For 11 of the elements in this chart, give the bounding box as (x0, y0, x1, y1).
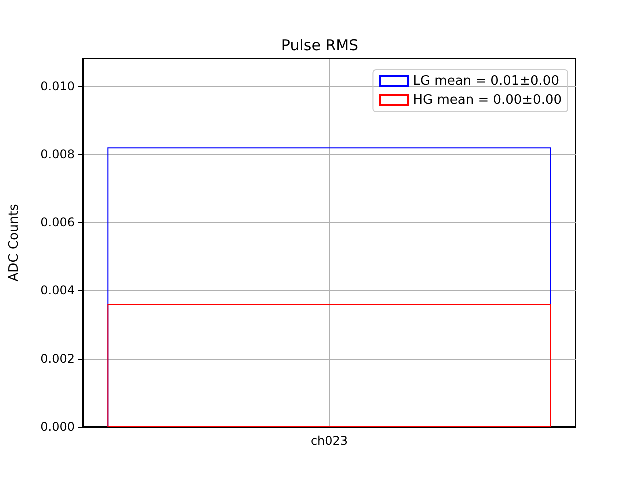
y-tick-label: 0.008 (40, 147, 75, 162)
legend-label: HG mean = 0.00±0.00 (413, 93, 562, 108)
y-tick-label: 0.006 (40, 216, 75, 230)
legend-label: LG mean = 0.01±0.00 (413, 74, 560, 89)
y-tick-label: 0.000 (40, 420, 75, 434)
chart-title: Pulse RMS (281, 36, 359, 54)
y-axis-title: ADC Counts (7, 204, 22, 282)
y-tick-label: 0.002 (40, 352, 75, 366)
x-tick-label: ch023 (310, 434, 348, 448)
y-tick-label: 0.010 (40, 79, 75, 94)
y-tick-label: 0.004 (40, 284, 75, 298)
